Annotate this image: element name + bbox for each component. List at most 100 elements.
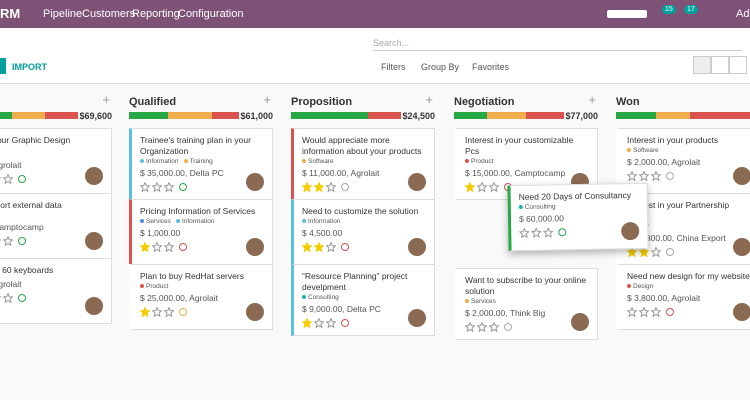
card[interactable]: Need 20 Days of Consultancy Consulting $ 6… xyxy=(507,182,649,252)
menu-item[interactable]: Reporting xyxy=(132,8,180,20)
activity-status[interactable] xyxy=(341,183,349,191)
star-shape xyxy=(164,182,174,192)
card[interactable]: Need to customize the solution Informatio… xyxy=(291,199,435,265)
activity-status[interactable] xyxy=(179,243,187,251)
card[interactable]: Plan to buy RedHat servers Product $ 25,00… xyxy=(129,264,273,330)
group-by[interactable]: Group By xyxy=(421,62,460,72)
activity-status[interactable] xyxy=(18,175,26,183)
star[interactable] xyxy=(627,247,637,257)
badge[interactable]: 17 xyxy=(684,5,698,14)
star[interactable] xyxy=(651,307,661,317)
import-button[interactable]: IMPORT xyxy=(12,62,47,72)
star[interactable] xyxy=(302,318,312,328)
card[interactable]: Pricing Information of Services Services I… xyxy=(129,199,273,265)
activity-status[interactable] xyxy=(179,308,187,316)
column-amount: $69,600 xyxy=(79,111,112,121)
badge[interactable]: 15 xyxy=(662,5,676,14)
activity-status[interactable] xyxy=(341,243,349,251)
star[interactable] xyxy=(152,182,162,192)
star[interactable] xyxy=(489,182,499,192)
card[interactable]: Want to subscribe to your online solutio… xyxy=(454,268,598,340)
button[interactable] xyxy=(0,58,6,74)
star[interactable] xyxy=(531,227,542,238)
star[interactable] xyxy=(302,182,312,192)
activity-status[interactable] xyxy=(666,172,674,180)
star[interactable] xyxy=(326,182,336,192)
activity-status[interactable] xyxy=(666,308,674,316)
star[interactable] xyxy=(651,171,661,181)
filters[interactable]: Filters xyxy=(381,62,406,72)
tag: Design xyxy=(627,283,653,290)
star[interactable] xyxy=(465,322,475,332)
add-button[interactable]: + xyxy=(425,92,433,107)
star[interactable] xyxy=(639,171,649,181)
card[interactable]: Trainee's training plan in your Organiza… xyxy=(129,128,273,200)
star[interactable] xyxy=(519,227,530,239)
user[interactable]: Adm xyxy=(736,8,750,20)
star[interactable] xyxy=(489,322,499,332)
activity-status[interactable] xyxy=(504,323,512,331)
star[interactable] xyxy=(314,182,324,192)
brand[interactable]: RM xyxy=(0,6,21,21)
card[interactable]: “Resource Planning” project develpment Co… xyxy=(291,264,435,336)
star[interactable] xyxy=(3,293,13,303)
star[interactable] xyxy=(140,307,150,317)
tag-label: Information xyxy=(146,158,179,165)
menu-item[interactable]: Customers xyxy=(82,8,136,20)
star[interactable] xyxy=(0,293,1,303)
star[interactable] xyxy=(627,307,637,317)
view-switch[interactable] xyxy=(729,56,747,74)
activity-status[interactable] xyxy=(179,183,187,191)
add-button[interactable]: + xyxy=(263,92,271,107)
star-shape xyxy=(0,239,1,241)
star[interactable] xyxy=(0,174,1,184)
star[interactable] xyxy=(152,307,162,317)
star[interactable] xyxy=(302,242,312,252)
card[interactable]: t in your Graphic Design ct 00, Agrolait xyxy=(0,128,112,194)
activity-status[interactable] xyxy=(666,248,674,256)
star[interactable] xyxy=(140,242,150,252)
card[interactable]: o buy 60 keyboards 00, Agrolait xyxy=(0,258,112,324)
star[interactable] xyxy=(477,182,487,192)
star[interactable] xyxy=(639,307,649,317)
star[interactable] xyxy=(164,242,174,252)
view-switch[interactable] xyxy=(711,56,729,74)
activity-status[interactable] xyxy=(18,237,26,245)
star[interactable] xyxy=(0,236,1,246)
star[interactable] xyxy=(627,171,637,181)
star[interactable] xyxy=(140,182,150,192)
star[interactable] xyxy=(3,236,13,246)
card[interactable]: o Import external data s 00, Camptocamp xyxy=(0,193,112,259)
star[interactable] xyxy=(326,318,336,328)
star[interactable] xyxy=(164,307,174,317)
star[interactable] xyxy=(164,182,174,192)
activity-status[interactable] xyxy=(341,319,349,327)
view-switch[interactable] xyxy=(693,56,711,74)
star[interactable] xyxy=(465,182,475,192)
avatar xyxy=(408,309,426,327)
star[interactable] xyxy=(314,242,324,252)
menu-item[interactable]: Pipeline xyxy=(43,8,83,20)
add-button[interactable]: + xyxy=(102,92,110,107)
activity-status[interactable] xyxy=(18,294,26,302)
card-title: o buy 60 keyboards xyxy=(2,265,54,275)
card[interactable]: Interest in your products Software $ 2,000… xyxy=(616,128,750,194)
star[interactable] xyxy=(326,242,336,252)
menu-item[interactable]: Configuration xyxy=(178,8,244,20)
star[interactable] xyxy=(651,247,661,257)
tag: Consulting xyxy=(518,203,556,211)
search[interactable]: Search... xyxy=(373,38,742,51)
card[interactable]: Need new design for my website Design $ 3,… xyxy=(616,264,750,330)
star[interactable] xyxy=(314,318,324,328)
star[interactable] xyxy=(152,242,162,252)
column-title: Won xyxy=(616,96,640,108)
star[interactable] xyxy=(3,174,13,184)
star[interactable] xyxy=(543,227,554,238)
add-button[interactable]: + xyxy=(588,92,596,107)
star[interactable] xyxy=(477,322,487,332)
card[interactable]: Would appreciate more information about … xyxy=(291,128,435,200)
star[interactable] xyxy=(639,247,649,257)
activity-status[interactable] xyxy=(558,228,567,237)
favorites[interactable]: Favorites xyxy=(472,62,510,72)
star-shape xyxy=(627,247,637,257)
